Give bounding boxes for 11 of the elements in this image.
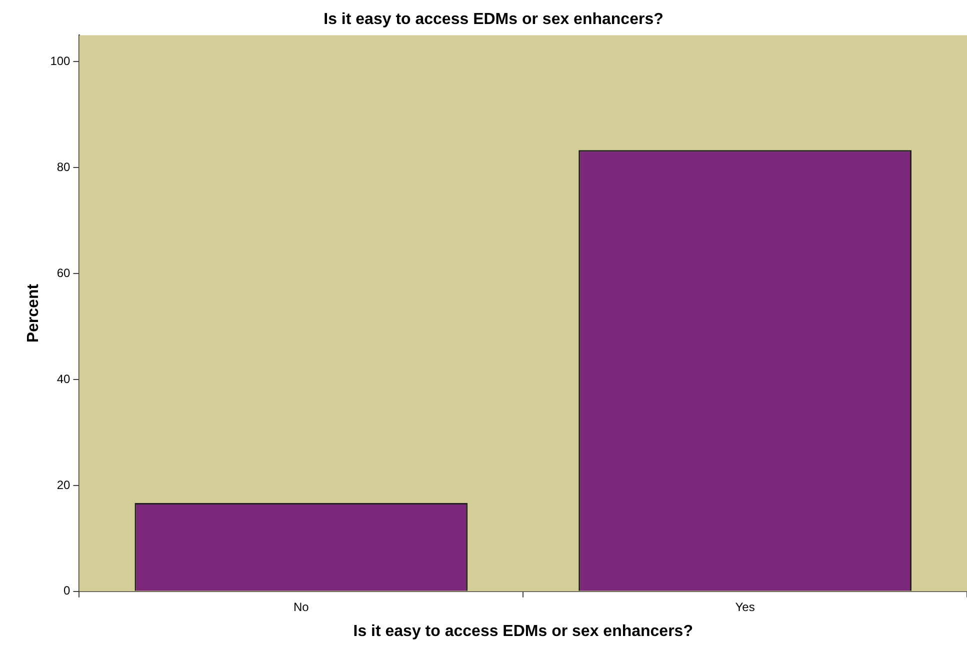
y-tick-label: 80 bbox=[56, 160, 71, 174]
x-axis-title: Is it easy to access EDMs or sex enhancers? bbox=[353, 622, 693, 640]
y-tick-label: 60 bbox=[56, 266, 71, 280]
x-tick-label: Yes bbox=[735, 600, 755, 614]
y-tick-label: 40 bbox=[56, 372, 71, 386]
y-tick-label: 0 bbox=[64, 584, 71, 598]
x-tick-label: No bbox=[293, 600, 310, 614]
y-tick-label: 100 bbox=[50, 54, 71, 68]
y-tick-label: 20 bbox=[56, 478, 71, 492]
y-axis-title: Percent bbox=[25, 283, 42, 343]
chart-title: Is it easy to access EDMs or sex enhancers? bbox=[324, 11, 664, 28]
